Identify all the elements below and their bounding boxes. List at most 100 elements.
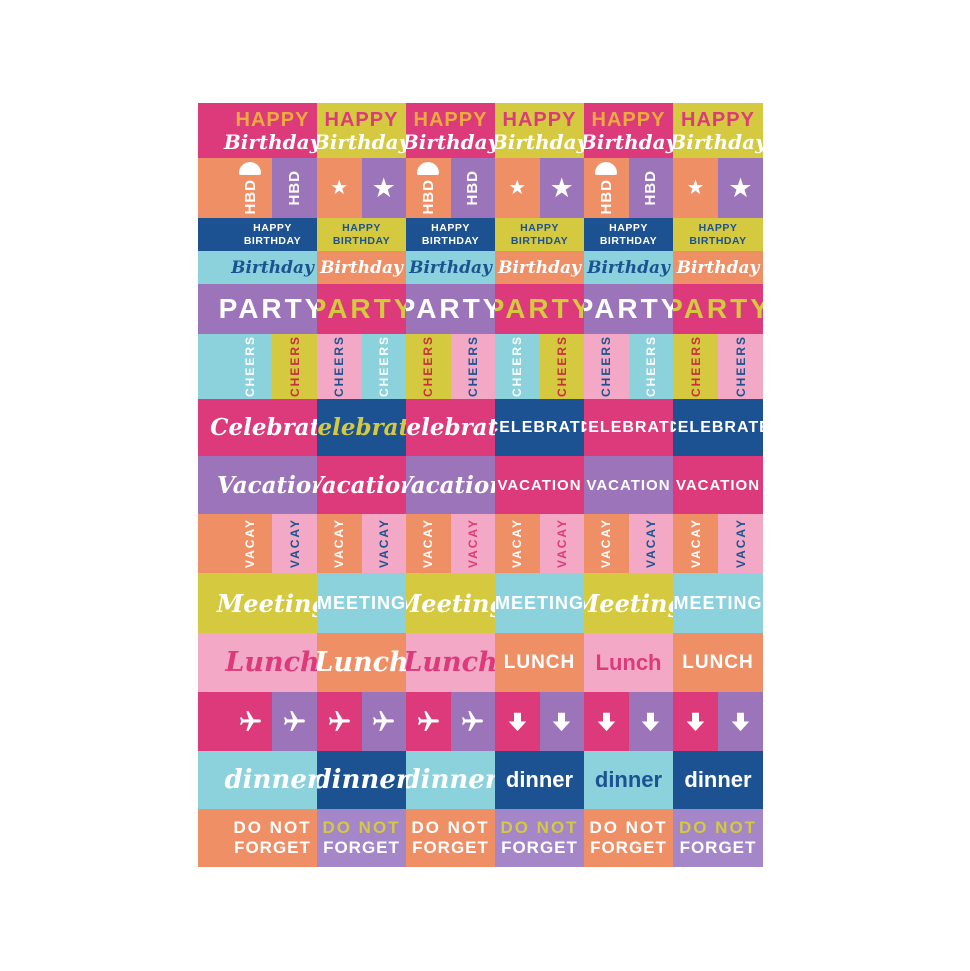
birthday-script-text: Birthday — [223, 129, 317, 154]
do-not-text: DO NOT — [589, 818, 668, 838]
sticker-down-arrow — [628, 692, 673, 751]
happy-text: HAPPY — [413, 108, 488, 131]
sticker-vacay: VACAY — [495, 514, 540, 573]
sticker-do-not-forget: DO NOT FORGET — [406, 809, 495, 867]
sticker-do-not-forget: DO NOT FORGET — [317, 809, 406, 867]
sticker-plane — [198, 692, 272, 751]
vacay-text: VACAY — [643, 518, 658, 569]
cheers-text: CHEERS — [421, 335, 436, 398]
sticker-party: PARTY — [317, 284, 406, 334]
vacay-text: VACAY — [287, 518, 302, 569]
sticker-party: PARTY — [406, 284, 495, 334]
meeting-text: Meeting — [406, 588, 495, 618]
sticker-lunch: LUNCH — [495, 633, 584, 692]
vacay-text: VACAY — [243, 518, 257, 569]
sticker-hbd: HBD — [584, 158, 629, 218]
happy-text: HAPPY — [235, 108, 310, 131]
sticker-dinner: dinner — [198, 751, 317, 809]
hbd-arch-icon — [239, 161, 261, 175]
meeting-text: Meeting — [584, 588, 673, 618]
plane-icon — [417, 711, 439, 731]
do-not-text: DO NOT — [678, 818, 758, 838]
sticker-birthday: Birthday — [495, 251, 584, 284]
sticker-cheers: CHEERS — [198, 334, 272, 399]
down-arrow-icon — [508, 712, 526, 732]
sticker-vacation: Vacation — [317, 456, 406, 514]
vacation-text: VACATION — [497, 476, 582, 494]
birthday-caps-text: BIRTHDAY — [332, 234, 391, 247]
sticker-plane — [317, 692, 362, 751]
sticker-down-arrow — [584, 692, 629, 751]
sticker-lunch: LUNCH — [673, 633, 763, 692]
sticker-hbd: HBD — [198, 158, 272, 218]
sticker-meeting: Meeting — [198, 573, 317, 633]
sticker-vacay: VACAY — [584, 514, 629, 573]
vacation-text: VACATION — [675, 476, 761, 494]
cheers-text: CHEERS — [332, 335, 347, 398]
sticker-do-not-forget: DO NOT FORGET — [495, 809, 584, 867]
sticker-celebrate: Celebrate — [198, 399, 317, 456]
sticker-meeting: Meeting — [406, 573, 495, 633]
sticker-dinner: dinner — [317, 751, 406, 809]
row-vacay: VACAY VACAY VACAY VACAY VACAY VACAY VACA… — [198, 514, 763, 573]
happy-text: HAPPY — [502, 108, 577, 131]
cheers-text: CHEERS — [287, 335, 302, 398]
vacation-text: Vacation — [317, 471, 406, 499]
dinner-text: dinner — [684, 767, 752, 792]
birthday-script-text: Birthday — [317, 129, 406, 154]
sticker-meeting: Meeting — [584, 573, 673, 633]
dinner-text: dinner — [317, 765, 406, 795]
birthday-caps-text: BIRTHDAY — [510, 234, 569, 247]
sticker-down-arrow — [495, 692, 540, 751]
birthday-script-text: Birthday — [673, 129, 763, 154]
vacay-text: VACAY — [733, 518, 748, 569]
down-arrow-icon — [731, 712, 750, 732]
celebrate-text: Celebrate — [317, 414, 406, 441]
sticker-vacation: Vacation — [198, 456, 317, 514]
sticker-cheers: CHEERS — [406, 334, 451, 399]
vacay-text: VACAY — [465, 518, 480, 569]
dinner-text: dinner — [406, 765, 495, 795]
sticker-birthday: Birthday — [198, 251, 317, 284]
meeting-text: MEETING — [495, 592, 584, 613]
vacay-text: VACAY — [510, 518, 525, 569]
sticker-meeting: MEETING — [673, 573, 763, 633]
dinner-text: dinner — [224, 765, 317, 795]
cheers-text: CHEERS — [510, 335, 525, 398]
sticker-happy-birthday: HAPPY Birthday — [673, 103, 763, 158]
birthday-script-text: Birthday — [495, 129, 584, 154]
vacation-text: Vacation — [406, 471, 495, 499]
hbd-text: HBD — [464, 170, 482, 206]
forget-text: FORGET — [323, 838, 400, 857]
sticker-dinner: dinner — [406, 751, 495, 809]
hbd-text: HBD — [419, 178, 437, 215]
row-birthday: Birthday Birthday Birthday Birthday Birt… — [198, 251, 763, 284]
row-dinner: dinner dinner dinner dinner dinner dinne… — [198, 751, 763, 809]
plane-icon — [239, 711, 261, 731]
sticker-vacay: VACAY — [673, 514, 718, 573]
hbd-text: HBD — [286, 170, 303, 206]
happy-text: HAPPY — [681, 108, 755, 131]
hbd-text: HBD — [642, 170, 660, 206]
do-not-text: DO NOT — [322, 818, 401, 838]
sticker-vacation: Vacation — [406, 456, 495, 514]
sticker-down-arrow — [673, 692, 718, 751]
row-cheers: CHEERS CHEERS CHEERS CHEERS CHEERS CHEER… — [198, 334, 763, 399]
sticker-cheers: CHEERS — [361, 334, 406, 399]
sticker-celebrate: CELEBRATE — [673, 399, 763, 456]
lunch-text: Lunch — [406, 647, 495, 678]
happy-text: HAPPY — [591, 108, 666, 131]
star-icon: ★ — [371, 172, 396, 203]
forget-text: FORGET — [234, 838, 311, 857]
sticker-happy-birthday: HAPPY Birthday — [198, 103, 317, 158]
sticker-lunch: Lunch — [406, 633, 495, 692]
sticker-dinner: dinner — [584, 751, 673, 809]
sticker-celebrate: CELEBRATE — [495, 399, 584, 456]
sticker-vacay: VACAY — [272, 514, 317, 573]
row-celebrate: Celebrate Celebrate Celebrate CELEBRATE … — [198, 399, 763, 456]
down-arrow-icon — [642, 712, 660, 732]
sticker-meeting: MEETING — [317, 573, 406, 633]
sticker-vacation: VACATION — [673, 456, 763, 514]
sticker-star: ★ — [361, 158, 406, 218]
vacay-text: VACAY — [421, 518, 436, 569]
